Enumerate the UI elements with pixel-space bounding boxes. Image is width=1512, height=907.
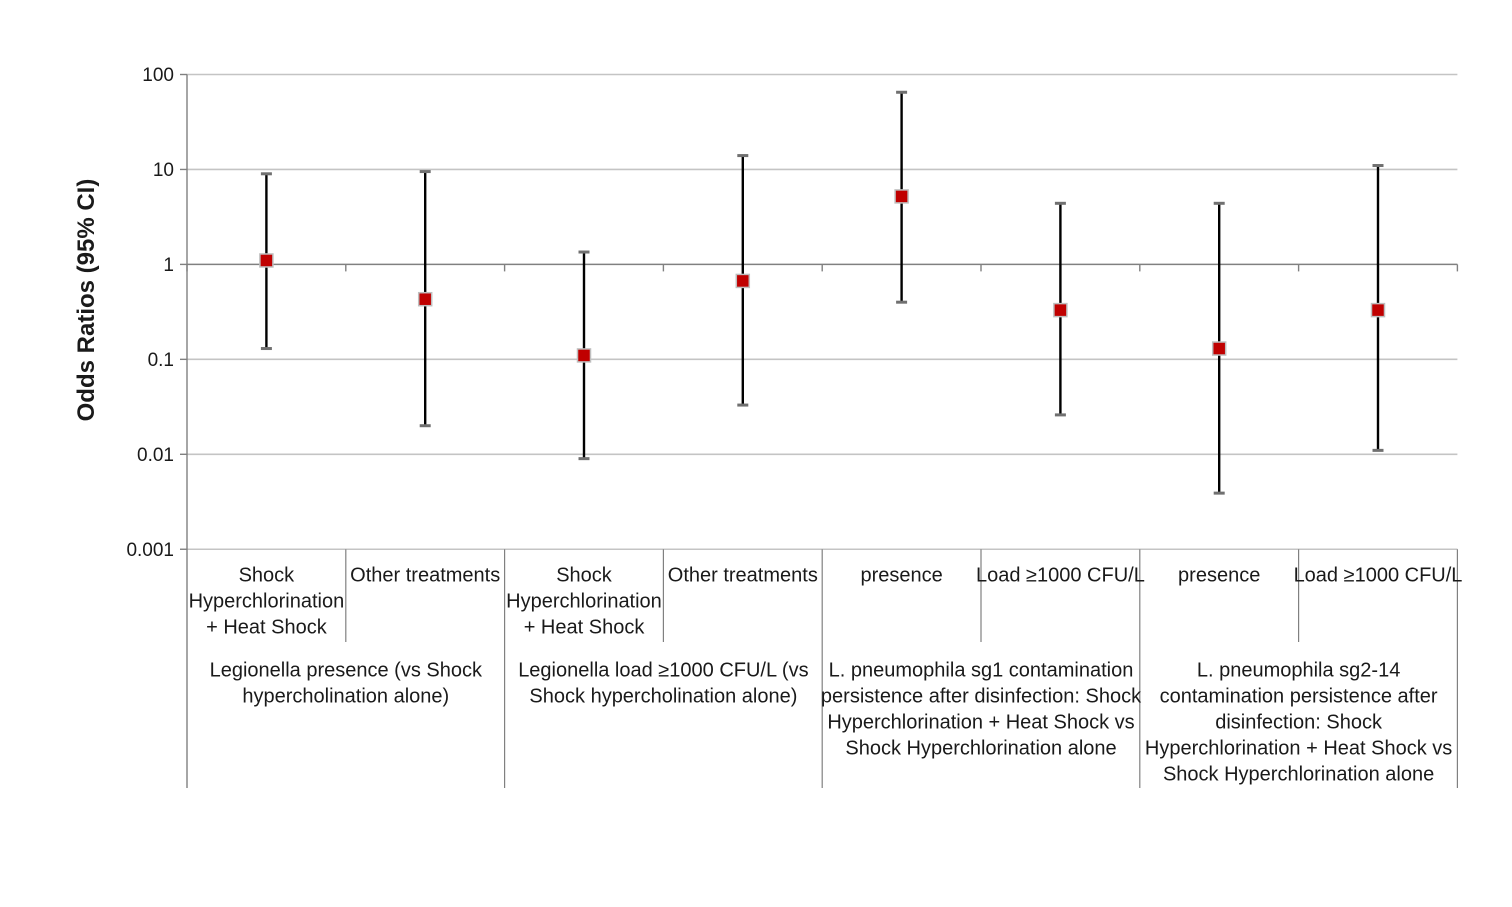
category-label: Hyperchlorination <box>189 591 345 613</box>
category-label: Hyperchlorination <box>506 591 662 613</box>
group-label: Hyperchlorination + Heat Shock vs <box>827 712 1134 734</box>
data-point-marker <box>1370 302 1386 318</box>
group-label: Hyperchlorination + Heat Shock vs <box>1145 738 1452 760</box>
group-label: L. pneumophila sg2-14 <box>1197 660 1400 682</box>
data-point-marker <box>259 253 274 268</box>
group-label: Shock hypercholination alone) <box>529 686 797 708</box>
group-label: Legionella presence (vs Shock <box>210 660 483 682</box>
data-point-marker <box>576 348 592 363</box>
category-label: Shock <box>239 565 296 587</box>
y-tick-label: 10 <box>153 160 174 181</box>
group-label: disinfection: Shock <box>1215 712 1383 734</box>
y-tick-label: 1 <box>163 255 174 276</box>
category-label: Load ≥1000 CFU/L <box>976 565 1145 587</box>
category-label: + Heat Shock <box>206 617 328 639</box>
y-tick-label: 0.01 <box>137 445 174 466</box>
data-point-marker <box>1053 302 1068 318</box>
group-label: contamination persistence after <box>1160 686 1438 708</box>
group-label: Shock Hyperchlorination alone <box>1163 764 1434 786</box>
y-tick-label: 100 <box>142 65 174 86</box>
y-tick-label: 0.1 <box>148 350 174 371</box>
group-label: hypercholination alone) <box>242 686 449 708</box>
data-point-marker <box>894 189 909 204</box>
group-label: Legionella load ≥1000 CFU/L (vs <box>518 660 808 682</box>
category-label: Other treatments <box>350 565 500 587</box>
category-label: presence <box>860 565 942 587</box>
category-label: Shock <box>556 565 613 587</box>
group-label: persistence after disinfection: Shock <box>821 686 1142 708</box>
data-point-marker <box>1211 341 1227 356</box>
group-label: L. pneumophila sg1 contamination <box>829 660 1134 682</box>
group-label: Shock Hyperchlorination alone <box>845 738 1116 760</box>
category-label: Load ≥1000 CFU/L <box>1294 565 1463 587</box>
y-tick-label: 0.001 <box>126 540 174 561</box>
data-point-marker <box>417 291 433 307</box>
data-point-marker <box>735 273 751 289</box>
category-label: Other treatments <box>668 565 818 587</box>
category-label: + Heat Shock <box>524 617 646 639</box>
category-label: presence <box>1178 565 1260 587</box>
